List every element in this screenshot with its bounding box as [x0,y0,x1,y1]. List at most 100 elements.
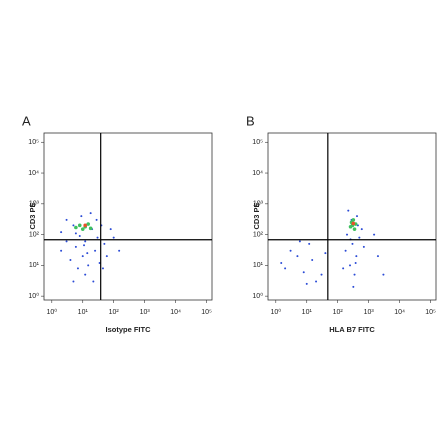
x-tick-label: 10¹ [78,309,89,316]
event-dot [98,261,101,264]
x-tick-label: 10⁰ [46,308,57,316]
event-dot [358,236,361,239]
event-dot [69,258,72,261]
event-dot [362,245,365,248]
event-dot [60,249,63,252]
y-axis-label: CD3 PE [28,202,37,229]
event-dot [296,255,299,258]
event-dot [72,224,75,227]
event-dot [353,273,356,276]
event-dot [94,249,97,252]
event-dot [305,282,308,285]
y-tick-label: 10³ [29,201,40,208]
event-dot [344,249,347,252]
plot-frame [267,132,437,301]
event-dot [352,285,355,288]
y-tick-label: 10² [253,231,264,238]
event-dot [351,242,354,245]
event-dot [86,222,90,226]
event-dot [76,267,79,270]
event-dot [80,215,83,218]
event-dot [342,267,345,270]
x-axis-label: HLA B7 FITC [329,325,375,334]
event-dot [349,264,352,267]
plot-frame [43,132,213,301]
event-dot [376,255,379,258]
event-dot [346,233,349,236]
event-dot [95,218,98,221]
y-axis-label: CD3 PE [252,202,261,229]
x-tick-label: 10¹ [302,309,313,316]
event-dot [109,228,112,231]
event-dot [308,242,311,245]
y-tick-label: 10⁴ [252,170,263,177]
x-axis-label: Isotype FITC [105,325,151,334]
x-tick-label: 10⁵ [201,309,212,316]
event-dot [355,255,358,258]
y-tick-label: 10⁴ [28,170,39,177]
event-dot [320,273,323,276]
panel-label: A [22,113,31,128]
x-tick-label: 10⁴ [170,309,181,316]
event-dot [74,232,77,235]
event-dot [105,255,108,258]
event-dot [65,240,68,243]
event-dot [101,267,104,270]
event-dot [89,212,92,215]
y-tick-label: 10¹ [29,262,40,269]
event-dot [78,235,81,238]
event-dot [65,218,68,221]
event-dot [80,227,85,231]
event-dot [382,273,385,276]
x-tick-label: 10⁴ [394,309,405,316]
y-tick-label: 10⁰ [28,292,39,300]
event-dot [83,223,87,228]
panel-label: B [246,113,255,128]
event-dot [81,255,84,258]
event-dot [118,249,121,252]
x-tick-label: 10² [333,309,344,316]
event-dot [92,280,95,283]
event-dot [284,267,287,270]
y-tick-label: 10² [29,231,40,238]
event-dot [280,261,283,264]
x-tick-label: 10⁵ [425,309,436,316]
event-dot [315,280,318,283]
event-dot [74,245,77,248]
event-dot [72,280,75,283]
event-dot [351,221,356,226]
event-dot [84,240,87,243]
y-tick-label: 10³ [253,201,264,208]
event-dot [86,252,89,255]
event-dot [311,258,314,261]
event-dot [103,242,106,245]
y-tick-label: 10⁵ [28,139,39,146]
event-dot [360,228,363,231]
event-dot [289,249,292,252]
event-dot [298,240,301,243]
event-dot [351,218,356,222]
event-dot [112,236,115,239]
y-tick-label: 10¹ [253,262,264,269]
event-dot [324,252,327,255]
event-dot [96,236,99,239]
event-dot [348,224,353,229]
event-dot [87,264,90,267]
event-dot [83,244,86,247]
x-tick-label: 10³ [364,309,375,316]
event-dot [354,261,357,264]
x-tick-label: 10³ [140,309,151,316]
event-dot [84,273,87,276]
event-dot [302,271,305,274]
x-tick-label: 10⁰ [270,308,281,316]
event-dot [74,225,78,230]
x-tick-label: 10² [109,309,120,316]
event-dot [60,231,63,234]
event-dot [373,233,376,236]
y-tick-label: 10⁰ [252,292,263,300]
y-tick-label: 10⁵ [252,139,263,146]
event-dot [352,227,357,231]
event-dot [77,223,82,228]
event-dot [347,209,350,212]
